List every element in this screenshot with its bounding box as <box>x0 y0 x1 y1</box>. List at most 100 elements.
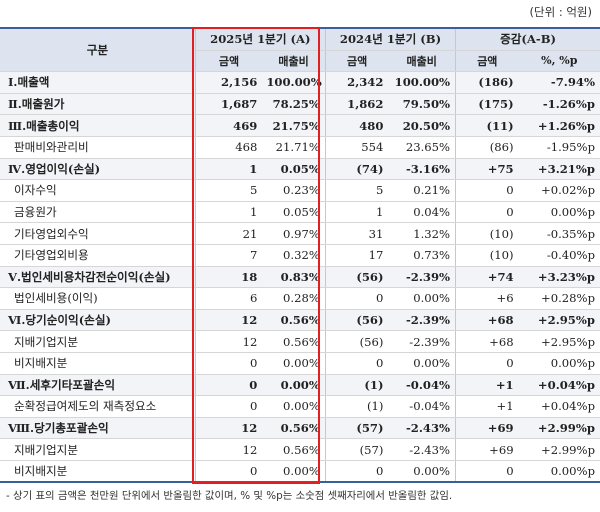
amount-2025: 1 <box>195 201 263 224</box>
ratio-2025: 0.83% <box>262 266 326 289</box>
income-statement-table: 구분 2025년 1분기 (A) 2024년 1분기 (B) 증감(A-B) 금… <box>0 26 600 484</box>
ratio-2024: 1.32% <box>388 222 457 245</box>
table-row: Ⅰ.매출액 2,156 100.00% 2,342 100.00% (186) -7.94% <box>0 71 600 94</box>
amount-2024: (57) <box>325 438 389 461</box>
amount-2025: 12 <box>195 438 263 461</box>
change-amount: +68 <box>455 309 519 332</box>
ratio-2024: 0.04% <box>388 201 457 224</box>
ratio-2024: -2.39% <box>388 330 457 353</box>
row-label: 기타영업외비용 <box>0 244 196 267</box>
change-pct: -0.35%p <box>518 222 600 245</box>
row-label: 비지배지분 <box>0 460 196 484</box>
amount-2025: 0 <box>195 374 263 397</box>
amount-2024: (56) <box>325 309 389 332</box>
change-amount: +1 <box>455 395 519 418</box>
change-amount: +69 <box>455 438 519 461</box>
row-label: 금융원가 <box>0 201 196 224</box>
table-row: 지배기업지분 12 0.56% (56) -2.39% +68 +2.95%p <box>0 330 600 353</box>
table-row: 순확정급여제도의 재측정요소 0 0.00% (1) -0.04% +1 +0.04%p <box>0 395 600 418</box>
footnote: - 상기 표의 금액은 천만원 단위에서 반올림한 값이며, % 및 %p는 소… <box>6 490 453 502</box>
table-row: 비지배지분 0 0.00% 0 0.00% 0 0.00%p <box>0 352 600 375</box>
ratio-2025: 0.97% <box>262 222 326 245</box>
change-pct: -7.94% <box>518 71 600 94</box>
ratio-2025: 0.56% <box>262 438 326 461</box>
change-pct: -0.40%p <box>518 244 600 267</box>
change-pct: 0.00%p <box>518 460 600 484</box>
ratio-2025: 0.23% <box>262 179 326 202</box>
amount-2025: 1,687 <box>195 93 263 116</box>
amount-2024: 17 <box>325 244 389 267</box>
amount-2024: 0 <box>325 352 389 375</box>
amount-2025: 469 <box>195 114 263 137</box>
header-amount-2025: 금액 <box>195 50 263 73</box>
header-change-amount: 금액 <box>455 50 519 73</box>
change-amount: (10) <box>455 222 519 245</box>
amount-2025: 6 <box>195 287 263 310</box>
change-pct: +0.28%p <box>518 287 600 310</box>
row-label: Ⅴ.법인세비용차감전순이익(손실) <box>0 266 196 289</box>
table-row: 비지배지분 0 0.00% 0 0.00% 0 0.00%p <box>0 460 600 484</box>
row-label: 비지배지분 <box>0 352 196 375</box>
amount-2025: 2,156 <box>195 71 263 94</box>
ratio-2025: 0.56% <box>262 330 326 353</box>
table-row: Ⅳ.영업이익(손실) 1 0.05% (74) -3.16% +75 +3.21%p <box>0 158 600 181</box>
amount-2024: 1 <box>325 201 389 224</box>
row-label: Ⅲ.매출총이익 <box>0 114 196 137</box>
amount-2025: 12 <box>195 309 263 332</box>
amount-2025: 0 <box>195 352 263 375</box>
change-amount: 0 <box>455 179 519 202</box>
row-label: 이자수익 <box>0 179 196 202</box>
amount-2024: (56) <box>325 266 389 289</box>
amount-2025: 21 <box>195 222 263 245</box>
amount-2025: 5 <box>195 179 263 202</box>
header-change: 증감(A-B) <box>455 26 600 51</box>
change-pct: +2.95%p <box>518 330 600 353</box>
ratio-2025: 0.00% <box>262 374 326 397</box>
ratio-2025: 0.56% <box>262 309 326 332</box>
row-label: Ⅷ.당기총포괄손익 <box>0 417 196 440</box>
change-amount: (186) <box>455 71 519 94</box>
change-amount: 0 <box>455 201 519 224</box>
amount-2024: 1,862 <box>325 93 389 116</box>
amount-2025: 1 <box>195 158 263 181</box>
table-row: 판매비와관리비 468 21.71% 554 23.65% (86) -1.95%p <box>0 136 600 159</box>
table-row: Ⅵ.당기순이익(손실) 12 0.56% (56) -2.39% +68 +2.95%p <box>0 309 600 332</box>
ratio-2025: 21.75% <box>262 114 326 137</box>
amount-2025: 12 <box>195 330 263 353</box>
ratio-2024: 0.21% <box>388 179 457 202</box>
ratio-2024: 100.00% <box>388 71 457 94</box>
table-row: 기타영업외수익 21 0.97% 31 1.32% (10) -0.35%p <box>0 222 600 245</box>
ratio-2024: -0.04% <box>388 374 457 397</box>
table-row: Ⅴ.법인세비용차감전순이익(손실) 18 0.83% (56) -2.39% +74 +3.… <box>0 266 600 289</box>
table-row: 기타영업외비용 7 0.32% 17 0.73% (10) -0.40%p <box>0 244 600 267</box>
ratio-2025: 0.00% <box>262 395 326 418</box>
unit-label: (단위 : 억원) <box>529 5 592 19</box>
amount-2024: (56) <box>325 330 389 353</box>
change-amount: +1 <box>455 374 519 397</box>
ratio-2024: -3.16% <box>388 158 457 181</box>
change-pct: +2.99%p <box>518 417 600 440</box>
ratio-2025: 21.71% <box>262 136 326 159</box>
change-pct: +0.02%p <box>518 179 600 202</box>
amount-2024: 554 <box>325 136 389 159</box>
ratio-2024: 0.73% <box>388 244 457 267</box>
amount-2024: 2,342 <box>325 71 389 94</box>
ratio-2025: 0.05% <box>262 158 326 181</box>
ratio-2025: 0.00% <box>262 460 326 484</box>
table-row: 금융원가 1 0.05% 1 0.04% 0 0.00%p <box>0 201 600 224</box>
amount-2025: 18 <box>195 266 263 289</box>
change-pct: +0.04%p <box>518 374 600 397</box>
change-pct: 0.00%p <box>518 352 600 375</box>
change-amount: (86) <box>455 136 519 159</box>
ratio-2025: 0.56% <box>262 417 326 440</box>
change-amount: 0 <box>455 352 519 375</box>
ratio-2024: 20.50% <box>388 114 457 137</box>
amount-2024: 0 <box>325 287 389 310</box>
amount-2025: 468 <box>195 136 263 159</box>
header-ratio-2024: 매출비 <box>388 50 457 73</box>
ratio-2024: -2.39% <box>388 266 457 289</box>
ratio-2024: -0.04% <box>388 395 457 418</box>
row-label: 판매비와관리비 <box>0 136 196 159</box>
change-pct: +2.95%p <box>518 309 600 332</box>
change-amount: +68 <box>455 330 519 353</box>
